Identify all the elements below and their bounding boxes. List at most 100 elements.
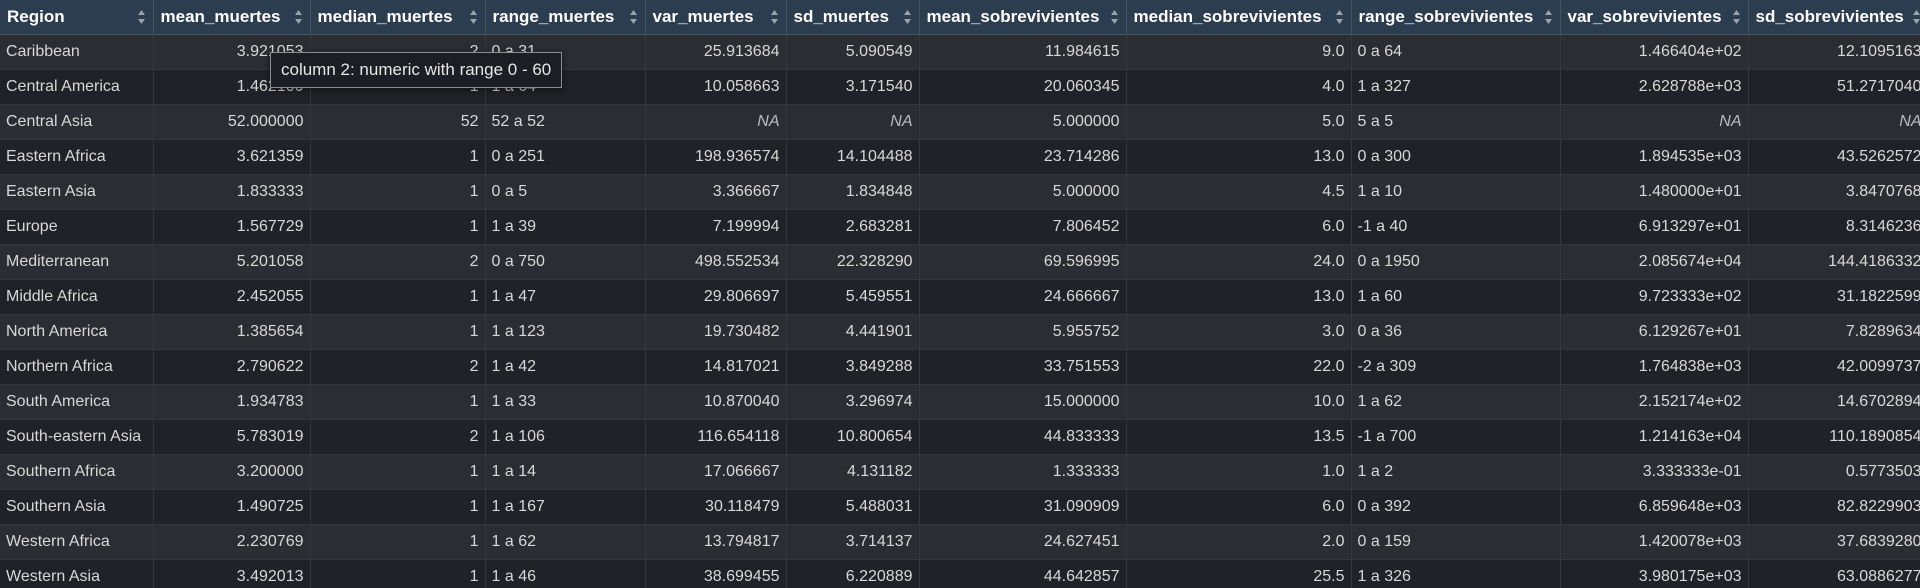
table-row: Southern Africa 3.200000 1 1 a 14 17.066667 4… [0,454,1920,490]
table-cell: 22.0 [1126,349,1352,385]
table-cell: 1.567729 [153,209,311,245]
table-cell: 2.085674e+04 [1560,244,1749,280]
table-cell: Middle Africa [0,279,154,315]
sort-icon[interactable] [903,9,912,25]
sort-icon[interactable] [629,9,638,25]
table-row: Europe 1.567729 1 1 a 39 7.199994 2.683281 7.8… [0,209,1920,245]
column-header-sd-muertes[interactable]: sd_muertes [786,0,920,35]
table-cell: 1 [310,454,486,490]
table-cell: 1 a 39 [485,209,646,245]
table-cell: 0 a 300 [1351,139,1561,175]
table-cell: 2.683281 [786,209,920,245]
table-row: Middle Africa 2.452055 1 1 a 47 29.806697 5.4… [0,279,1920,315]
table-cell: 6.220889 [786,559,920,588]
table-cell: 24.666667 [919,279,1127,315]
sort-icon[interactable] [1732,9,1741,25]
column-header-median-muertes[interactable]: median_muertes [310,0,486,35]
column-header-label: mean_muertes [160,7,281,26]
column-tooltip: column 2: numeric with range 0 - 60 [270,52,563,88]
table-cell: 5.488031 [786,489,920,525]
table-cell: 13.0 [1126,279,1352,315]
table-cell: 5.0 [1126,104,1352,140]
column-header-var-sobrevivientes[interactable]: var_sobrevivientes [1560,0,1749,35]
table-cell: 1 a 64 [485,69,646,105]
table-cell: Caribbean [0,34,154,70]
table-cell: 4.131182 [786,454,920,490]
table-cell: 1.420078e+03 [1560,524,1749,560]
column-header-median-sobrevivientes[interactable]: median_sobrevivientes [1126,0,1352,35]
table-cell: 110.1890854 [1748,419,1920,455]
table-cell: 5.090549 [786,34,920,70]
table-cell: 1 a 326 [1351,559,1561,588]
column-header-label: mean_sobrevivientes [926,7,1100,26]
table-cell: 1.833333 [153,174,311,210]
table-cell: 9.0 [1126,34,1352,70]
sort-icon[interactable] [137,9,146,25]
table-cell: Western Africa [0,524,154,560]
column-header-mean-muertes[interactable]: mean_muertes [153,0,311,35]
table-cell: 3.849288 [786,349,920,385]
table-row: North America 1.385654 1 1 a 123 19.730482 4.… [0,314,1920,350]
column-header-mean-sobrevivientes[interactable]: mean_sobrevivientes [919,0,1127,35]
table-cell: Western Asia [0,559,154,588]
table-cell: 9.723333e+02 [1560,279,1749,315]
table-cell: 1 a 60 [1351,279,1561,315]
table-cell: 43.5262572 [1748,139,1920,175]
table-cell: 1.385654 [153,314,311,350]
table-cell: 22.328290 [786,244,920,280]
column-header-range-sobrevivientes[interactable]: range_sobrevivientes [1351,0,1561,35]
column-header-range-muertes[interactable]: range_muertes [485,0,646,35]
table-cell: Central America [0,69,154,105]
table-cell: 3.621359 [153,139,311,175]
table-cell: 14.6702894 [1748,384,1920,420]
column-header-region[interactable]: Region [0,0,154,35]
table-cell: 1.490725 [153,489,311,525]
sort-icon[interactable] [294,9,303,25]
table-cell: 2 [310,419,486,455]
column-header-var-muertes[interactable]: var_muertes [645,0,787,35]
table-cell: 24.627451 [919,524,1127,560]
table-cell: 1 [310,524,486,560]
sort-icon[interactable] [1110,9,1119,25]
table-cell: 0 a 392 [1351,489,1561,525]
table-row: South-eastern Asia 5.783019 2 1 a 106 116.65… [0,419,1920,455]
table-cell: 5.000000 [919,104,1127,140]
table-cell: 1.834848 [786,174,920,210]
table-cell: 44.833333 [919,419,1127,455]
table-cell: 1 a 106 [485,419,646,455]
table-cell: 10.0 [1126,384,1352,420]
table-cell: 3.333333e-01 [1560,454,1749,490]
sort-icon[interactable] [1912,9,1920,25]
table-cell: 2.452055 [153,279,311,315]
table-cell: 1.934783 [153,384,311,420]
table-cell: 13.0 [1126,139,1352,175]
sort-icon[interactable] [469,9,478,25]
table-cell: 31.1822599 [1748,279,1920,315]
table-row: Mediterranean 5.201058 2 0 a 750 498.552534 2… [0,244,1920,280]
table-cell: 1.764838e+03 [1560,349,1749,385]
sort-icon[interactable] [770,9,779,25]
table-cell: South-eastern Asia [0,419,154,455]
table-cell: 3.492013 [153,559,311,588]
table-cell: 1.480000e+01 [1560,174,1749,210]
column-header-label: var_muertes [652,7,754,26]
column-header-sd-sobrevivientes[interactable]: sd_sobrevivientes [1748,0,1920,35]
table-cell: 3.296974 [786,384,920,420]
table-cell: NA [645,104,787,140]
table-cell: -1 a 40 [1351,209,1561,245]
table-cell: 1 a 62 [1351,384,1561,420]
table-cell: 8.3146236 [1748,209,1920,245]
table-cell: Southern Asia [0,489,154,525]
sort-icon[interactable] [1335,9,1344,25]
table-cell: 3.366667 [645,174,787,210]
table-cell: 1 a 46 [485,559,646,588]
table-cell: 1 [310,209,486,245]
table-cell: 1 [310,139,486,175]
table-cell: 2 [310,349,486,385]
sort-icon[interactable] [1544,9,1553,25]
table-cell: 42.0099737 [1748,349,1920,385]
table-cell: 2 [310,244,486,280]
table-cell: 1.894535e+03 [1560,139,1749,175]
